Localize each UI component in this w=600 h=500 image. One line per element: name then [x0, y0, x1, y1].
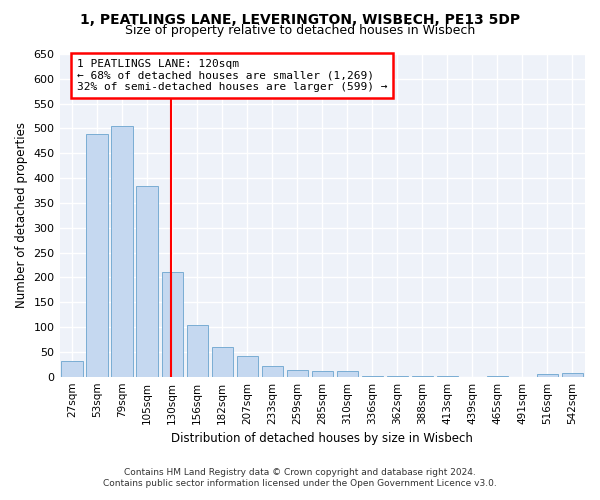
Bar: [562, 373, 583, 376]
Bar: [187, 324, 208, 376]
Bar: [311, 371, 333, 376]
Y-axis label: Number of detached properties: Number of detached properties: [15, 122, 28, 308]
Bar: [262, 366, 283, 376]
Text: 1, PEATLINGS LANE, LEVERINGTON, WISBECH, PE13 5DP: 1, PEATLINGS LANE, LEVERINGTON, WISBECH,…: [80, 12, 520, 26]
Text: Size of property relative to detached houses in Wisbech: Size of property relative to detached ho…: [125, 24, 475, 37]
Bar: [61, 361, 83, 376]
Bar: [86, 134, 108, 376]
Text: 1 PEATLINGS LANE: 120sqm
← 68% of detached houses are smaller (1,269)
32% of sem: 1 PEATLINGS LANE: 120sqm ← 68% of detach…: [77, 59, 387, 92]
Bar: [112, 126, 133, 376]
Bar: [236, 356, 258, 376]
X-axis label: Distribution of detached houses by size in Wisbech: Distribution of detached houses by size …: [172, 432, 473, 445]
Bar: [161, 272, 183, 376]
Bar: [287, 370, 308, 376]
Bar: [337, 371, 358, 376]
Bar: [537, 374, 558, 376]
Bar: [212, 347, 233, 376]
Text: Contains HM Land Registry data © Crown copyright and database right 2024.
Contai: Contains HM Land Registry data © Crown c…: [103, 468, 497, 487]
Bar: [136, 186, 158, 376]
